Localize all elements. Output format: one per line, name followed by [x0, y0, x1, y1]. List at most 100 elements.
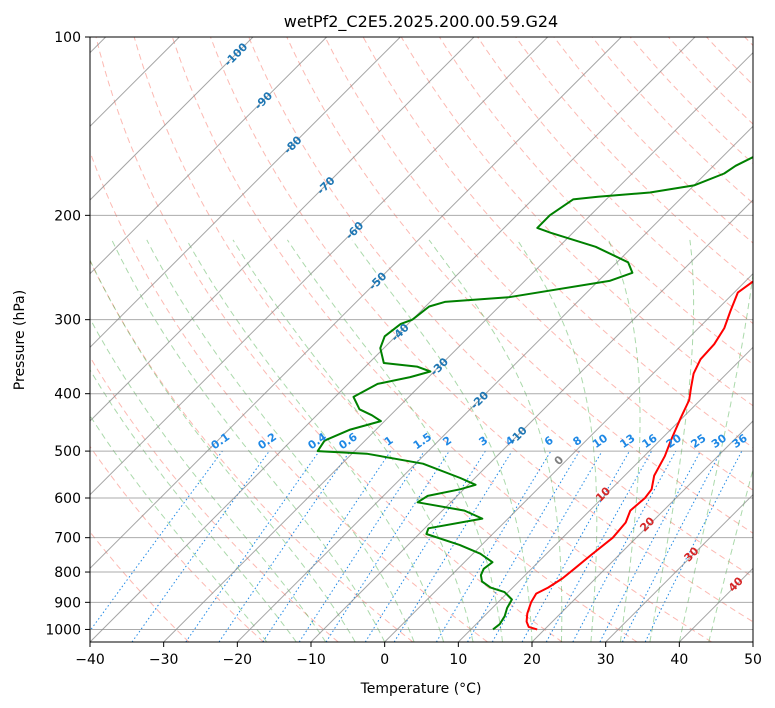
x-axis: −40 −30 −20 −10 0 10 20 30 40 50: [75, 642, 762, 668]
plot-frame: [89, 36, 754, 643]
isotherm-line: [457, 346, 753, 642]
isotherm-line: [90, 37, 549, 496]
mixing-ratio-line: [545, 450, 653, 642]
x-tick-label: −40: [75, 652, 105, 668]
x-tick-label: 30: [597, 652, 615, 668]
isotherm-line: [752, 641, 753, 642]
moist-adiabat: [90, 368, 297, 642]
mixing-ratio-line: [298, 450, 425, 642]
mixing-ratio-line: [521, 450, 630, 642]
moist-adiabat-label: 0: [552, 453, 567, 468]
x-tick-label: −10: [296, 652, 326, 668]
y-tick-label: 100: [54, 30, 81, 46]
y-tick-label: 600: [54, 491, 81, 507]
mixing-ratio-line: [185, 450, 320, 642]
y-axis-label: Pressure (hPa): [12, 290, 28, 390]
mixing-ratio-line: [467, 450, 580, 642]
chart-title: wetPf2_C2E5.2025.200.00.59.G24: [284, 12, 558, 32]
y-tick-label: 700: [54, 531, 81, 547]
x-axis-label: Temperature (°C): [360, 681, 482, 697]
mixing-ratio-label: 0.4: [306, 430, 330, 452]
mixing-ratio-line: [218, 450, 351, 642]
moist-adiabat-label: 20: [637, 514, 657, 534]
moist-adiabat-label: 30: [682, 544, 702, 564]
isotherm-line: [90, 37, 475, 422]
y-tick-label: 1000: [45, 622, 81, 638]
mixing-ratio-label: 0.1: [209, 430, 232, 452]
isotherm-line: [90, 37, 254, 201]
mixing-ratio-line: [435, 450, 552, 642]
profiles: [316, 155, 753, 631]
y-tick-label: 800: [54, 565, 81, 581]
dry-adiabat: [90, 531, 190, 642]
mixing-ratio-line: [393, 450, 513, 642]
isotherm-line: [384, 272, 753, 642]
isotherm-line: [605, 493, 753, 642]
dry-adiabat: [591, 37, 753, 204]
moist-adiabat-label: 40: [726, 574, 746, 594]
mixing-ratio-label: 2: [440, 434, 454, 449]
mixing-ratio-label: 8: [571, 434, 585, 449]
mixing-ratio-label: 6: [542, 434, 556, 449]
mixing-ratio-line: [599, 450, 701, 642]
x-tick-label: −20: [223, 652, 253, 668]
mixing-ratio-label: 1: [382, 434, 396, 449]
dry-adiabat: [324, 37, 753, 491]
mixing-ratio-line: [491, 450, 603, 642]
moist-adiabat: [678, 270, 753, 642]
x-tick-label: 50: [744, 652, 762, 668]
dry-adiabat: [210, 37, 753, 623]
dry-adiabat: [90, 355, 339, 642]
moist-adiabat: [90, 317, 327, 642]
mixing-ratio-label: 25: [689, 432, 709, 451]
isotherm-line: [531, 420, 753, 642]
dry-adiabat: [90, 150, 488, 642]
mixing-ratio-label: 0.2: [256, 430, 279, 452]
mixing-ratio-line: [131, 450, 270, 642]
dry-adiabat: [553, 37, 753, 244]
y-tick-label: 900: [54, 595, 81, 611]
dry-adiabat: [171, 37, 712, 642]
isotherm-line: [310, 199, 753, 642]
isotherm-line: [90, 37, 401, 349]
mixing-ratio-line: [572, 450, 677, 642]
mixing-ratio-line: [364, 450, 486, 642]
isotherm-line: [90, 37, 328, 275]
isotherm-line: [236, 125, 753, 642]
moist-adiabat: [186, 239, 445, 642]
isotherm-line: [90, 37, 622, 570]
dry-adiabat: [90, 259, 414, 642]
mixing-ratio-label: 13: [617, 432, 637, 451]
dry-adiabat: [629, 37, 753, 165]
dewpoint-profile: [316, 155, 753, 631]
moist-adiabat: [286, 239, 503, 642]
moist-adiabat: [516, 239, 598, 642]
mixing-ratio-line: [325, 450, 450, 642]
mixing-ratio-label: 36: [730, 431, 750, 451]
mixing-ratio-label: 16: [640, 431, 660, 451]
moist-adiabat: [608, 239, 641, 642]
mixing-ratio-label: 3: [477, 434, 491, 449]
moist-adiabat: [111, 239, 386, 642]
dry-adiabat: [400, 37, 753, 407]
y-tick-label: 200: [54, 208, 81, 224]
moist-adiabat: [649, 239, 695, 642]
dry-adiabat: [744, 37, 753, 47]
dry-adiabat: [248, 37, 753, 578]
y-tick-label: 500: [54, 444, 81, 460]
dry-adiabat: [515, 37, 753, 284]
isotherm-label: -100: [222, 40, 251, 69]
mixing-ratio-line: [262, 450, 392, 642]
dry-adiabat: [477, 37, 753, 325]
y-axis: 1000 900 800 700 600 500 400 300 200 100: [45, 30, 90, 638]
isotherm-line: [163, 51, 753, 642]
x-tick-label: 40: [670, 652, 688, 668]
moist-adiabat: [428, 239, 563, 642]
x-tick-label: 0: [380, 652, 389, 668]
mixing-ratio-line: [90, 450, 223, 632]
dry-adiabat: [95, 37, 563, 642]
y-tick-label: 300: [54, 313, 81, 329]
background-lines: [90, 37, 753, 642]
isotherm-line: [90, 37, 696, 642]
